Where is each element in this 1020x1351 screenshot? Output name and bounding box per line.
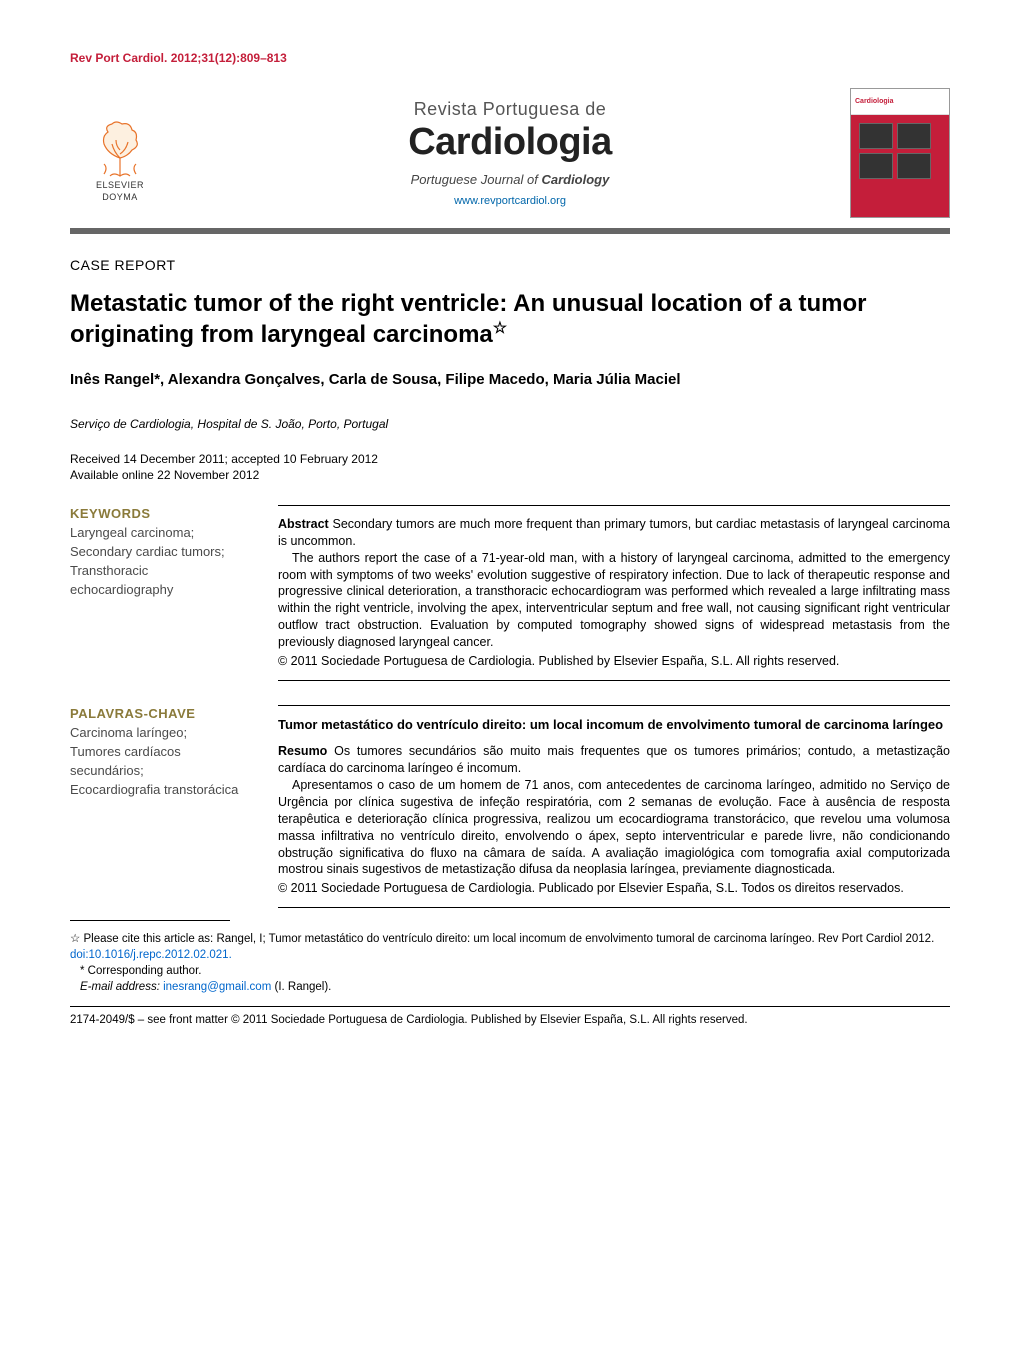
masthead: ELSEVIER DOYMA Revista Portuguesa de Car… bbox=[70, 84, 950, 228]
keywords-pt: PALAVRAS-CHAVE Carcinoma laríngeo; Tumor… bbox=[70, 705, 250, 908]
author-email-link[interactable]: inesrang@gmail.com bbox=[163, 981, 271, 993]
abstract-text-en: Abstract Secondary tumors are much more … bbox=[278, 505, 950, 681]
keywords-list-en: Laryngeal carcinoma; Secondary cardiac t… bbox=[70, 524, 250, 599]
article-title-text: Metastatic tumor of the right ventricle:… bbox=[70, 290, 867, 348]
issn-copyright-line: 2174-2049/$ – see front matter © 2011 So… bbox=[70, 1013, 950, 1029]
abstract-label-en: Abstract bbox=[278, 517, 329, 531]
journal-subtitle: Portuguese Journal of Cardiology bbox=[190, 171, 830, 189]
abstract-label-pt: Resumo bbox=[278, 744, 327, 758]
abstract-en-p1: Secondary tumors are much more frequent … bbox=[278, 517, 950, 548]
cite-as-note: ☆ Please cite this article as: Rangel, I… bbox=[70, 933, 934, 945]
publisher-line-2: DOYMA bbox=[96, 192, 144, 204]
journal-title-block: Revista Portuguesa de Cardiologia Portug… bbox=[170, 97, 850, 209]
citation-header: Rev Port Cardiol. 2012;31(12):809–813 bbox=[70, 50, 950, 66]
abstract-text-pt: Tumor metastático do ventrículo direito:… bbox=[278, 705, 950, 908]
copyright-en: © 2011 Sociedade Portuguesa de Cardiolog… bbox=[278, 653, 950, 670]
abstract-pt-p1: Os tumores secundários são muito mais fr… bbox=[278, 744, 950, 775]
journal-url[interactable]: www.revportcardiol.org bbox=[190, 194, 830, 209]
title-footnote-star-icon: ☆ bbox=[493, 320, 507, 337]
email-label: E-mail address: bbox=[80, 981, 163, 993]
publisher-line-1: ELSEVIER bbox=[96, 180, 144, 192]
keywords-heading-en: KEYWORDS bbox=[70, 505, 250, 523]
journal-subtitle-bold: Cardiology bbox=[541, 172, 609, 187]
keywords-list-pt: Carcinoma laríngeo; Tumores cardíacos se… bbox=[70, 724, 250, 799]
corresponding-author-note: * Corresponding author. bbox=[70, 963, 950, 979]
doi-link[interactable]: doi:10.1016/j.repc.2012.02.021. bbox=[70, 949, 232, 961]
keywords-en: KEYWORDS Laryngeal carcinoma; Secondary … bbox=[70, 505, 250, 681]
footnotes: ☆ Please cite this article as: Rangel, I… bbox=[70, 931, 950, 995]
article-title: Metastatic tumor of the right ventricle:… bbox=[70, 289, 950, 350]
journal-cover-thumbnail: Cardiologia bbox=[850, 88, 950, 218]
abstract-block-pt: PALAVRAS-CHAVE Carcinoma laríngeo; Tumor… bbox=[70, 705, 950, 908]
article-dates: Received 14 December 2011; accepted 10 F… bbox=[70, 451, 950, 483]
publisher-name: ELSEVIER DOYMA bbox=[96, 180, 144, 203]
email-suffix: (I. Rangel). bbox=[271, 981, 331, 993]
online-date: Available online 22 November 2012 bbox=[70, 467, 950, 483]
abstract-en-p2: The authors report the case of a 71-year… bbox=[278, 551, 950, 649]
publisher-logo: ELSEVIER DOYMA bbox=[70, 103, 170, 203]
received-accepted-date: Received 14 December 2011; accepted 10 F… bbox=[70, 451, 950, 467]
bottom-rule bbox=[70, 1006, 950, 1007]
section-label: CASE REPORT bbox=[70, 256, 950, 275]
abstract-block-en: KEYWORDS Laryngeal carcinoma; Secondary … bbox=[70, 505, 950, 681]
elsevier-tree-icon bbox=[90, 118, 150, 178]
keywords-heading-pt: PALAVRAS-CHAVE bbox=[70, 705, 250, 723]
footnote-rule bbox=[70, 920, 230, 921]
journal-title: Cardiologia bbox=[190, 117, 830, 168]
journal-subtitle-prefix: Portuguese Journal of bbox=[411, 172, 542, 187]
abstract-pt-p2: Apresentamos o caso de um homem de 71 an… bbox=[278, 778, 950, 876]
author-list: Inês Rangel*, Alexandra Gonçalves, Carla… bbox=[70, 370, 950, 390]
copyright-pt: © 2011 Sociedade Portuguesa de Cardiolog… bbox=[278, 880, 950, 897]
cover-label: Cardiologia bbox=[855, 97, 894, 106]
masthead-rule bbox=[70, 228, 950, 234]
affiliation: Serviço de Cardiologia, Hospital de S. J… bbox=[70, 416, 950, 432]
abstract-title-pt: Tumor metastático do ventrículo direito:… bbox=[278, 716, 950, 734]
